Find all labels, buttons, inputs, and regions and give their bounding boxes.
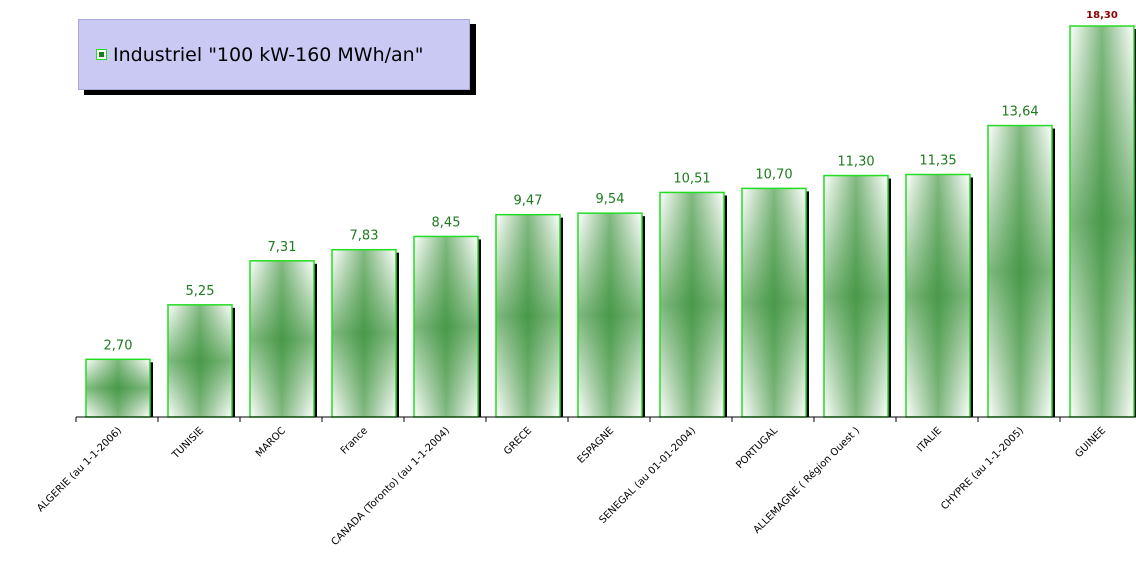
legend-label: Industriel "100 kW-160 MWh/an" — [113, 43, 424, 66]
data-label: 11,35 — [919, 153, 956, 168]
data-label: 9,54 — [596, 192, 625, 207]
data-label: 8,45 — [432, 215, 461, 230]
bar — [577, 212, 645, 418]
data-label: 2,70 — [104, 338, 133, 353]
category-label: MAROC — [254, 425, 288, 459]
data-label: 5,25 — [186, 284, 215, 299]
data-label: 18,30 — [1086, 10, 1118, 21]
category-label: GUINEE — [1073, 425, 1108, 460]
data-label: 11,30 — [837, 155, 874, 170]
data-labels-layer: 2,70 5,25 7,31 7,83 8,45 9,47 9,54 10,51 10,70 11… — [104, 10, 1118, 353]
data-label: 10,51 — [673, 171, 710, 186]
bar-fill-vertical — [86, 359, 150, 417]
bar — [987, 124, 1055, 418]
bar — [167, 304, 235, 418]
bar-fill-vertical — [250, 260, 314, 417]
bar — [823, 174, 891, 418]
bar-fill-vertical — [742, 188, 806, 417]
bar-fill-vertical — [168, 304, 232, 417]
category-label: France — [339, 425, 370, 456]
category-label: ALGERIE (au 1-1-2006) — [35, 425, 124, 514]
legend-swatch — [96, 49, 107, 60]
category-label: GRECE — [502, 425, 534, 457]
category-label: TUNISIE — [170, 425, 206, 461]
category-label: PORTUGAL — [734, 425, 780, 471]
bar-fill-vertical — [660, 192, 724, 417]
category-label: ESPAGNE — [576, 425, 617, 466]
bar-fill-vertical — [578, 213, 642, 417]
category-label: ITALIE — [915, 425, 944, 454]
legend-swatch-fill — [99, 52, 104, 57]
bar — [741, 187, 809, 418]
bars-layer — [85, 25, 1136, 418]
bar — [659, 191, 727, 418]
category-label: CHYPRE (au 1-1-2005) — [939, 425, 1026, 512]
x-ticks-layer — [75, 417, 1061, 422]
data-label: 7,83 — [350, 229, 379, 244]
bar-fill-vertical — [414, 236, 478, 417]
bar — [413, 235, 481, 418]
bar-fill-vertical — [824, 175, 888, 417]
legend: Industriel "100 kW-160 MWh/an" — [78, 19, 470, 90]
bar — [331, 248, 399, 418]
bar — [1069, 25, 1136, 418]
bar-fill-vertical — [1070, 26, 1134, 417]
bar — [85, 358, 153, 418]
data-label: 10,70 — [755, 167, 792, 182]
data-label: 7,31 — [268, 240, 297, 255]
bar-fill-vertical — [496, 214, 560, 417]
bar-fill-vertical — [332, 249, 396, 417]
data-label: 9,47 — [514, 194, 543, 209]
bar — [495, 213, 563, 418]
category-label: SENEGAL (au 01-01-2004) — [597, 425, 698, 526]
bar — [249, 260, 317, 418]
bar-fill-vertical — [988, 125, 1052, 417]
bar-fill-vertical — [906, 174, 970, 417]
category-labels-layer: ALGERIE (au 1-1-2006) TUNISIE MAROC France C… — [35, 425, 1108, 548]
bar — [905, 173, 973, 418]
data-label: 13,64 — [1001, 105, 1038, 120]
